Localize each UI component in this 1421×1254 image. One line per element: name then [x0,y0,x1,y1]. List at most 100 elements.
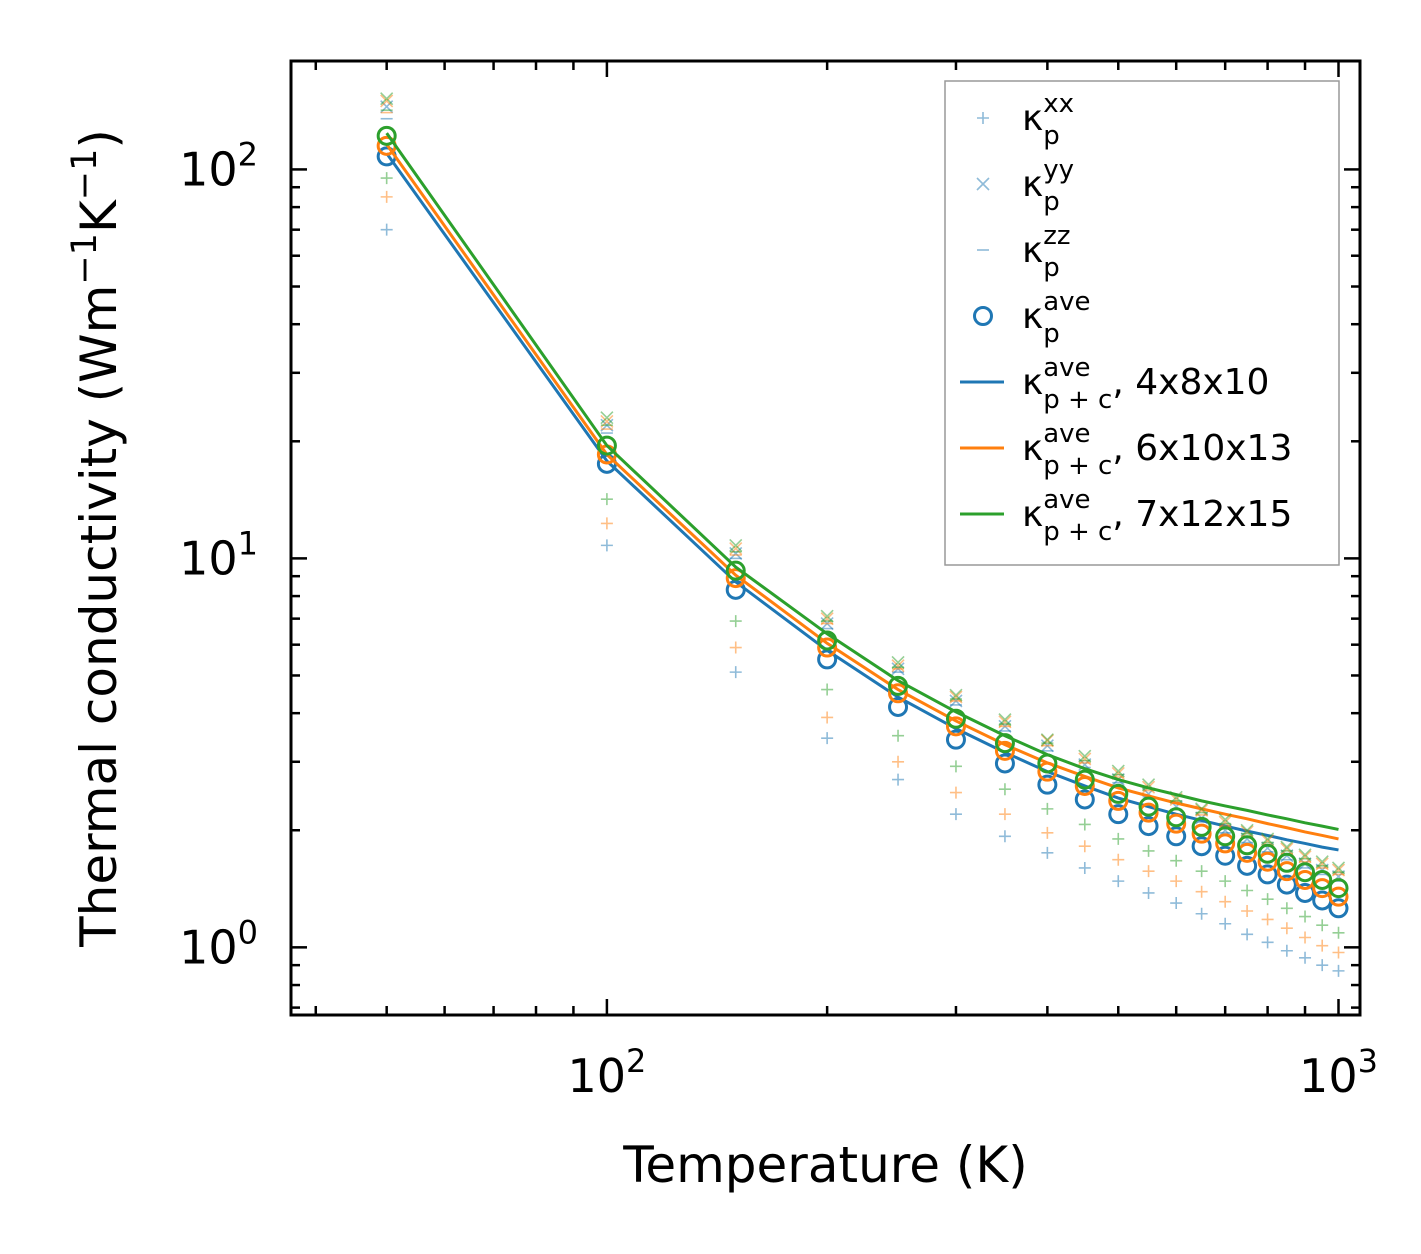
point-xx-6x10x13 [1170,875,1183,888]
point-yy-6x10x13 [1298,850,1312,864]
point-xx-7x12x15 [1332,926,1345,939]
point-yy-7x12x15 [380,92,394,106]
point-ave-6x10x13 [1257,851,1278,872]
legend-box [944,80,1340,566]
point-ave-7x12x15 [1295,862,1316,883]
point-yy-6x10x13 [1078,752,1092,766]
point-yy-7x12x15 [1331,861,1346,875]
y-tick-label: 100 [179,913,258,974]
point-ave-4x8x10 [1138,816,1159,837]
point-xx-6x10x13 [1219,895,1232,908]
point-xx-6x10x13 [1195,885,1208,898]
point-ave-6x10x13 [1138,802,1159,823]
point-ave-4x8x10 [1215,845,1236,866]
point-ave-6x10x13 [1166,813,1187,834]
point-yy-7x12x15 [891,655,905,670]
point-xx-4x8x10 [1078,861,1091,874]
point-xx-6x10x13 [821,711,834,724]
point-xx-6x10x13 [729,641,742,654]
point-xx-4x8x10 [998,830,1011,843]
point-yy-6x10x13 [891,659,905,673]
y-tick-label: 101 [179,524,258,585]
point-ave-4x8x10 [1191,836,1212,857]
point-ave-4x8x10 [1237,855,1258,876]
point-ave-7x12x15 [1237,835,1258,856]
point-ave-7x12x15 [376,125,397,146]
point-yy-7x12x15 [998,713,1012,727]
point-ave-4x8x10 [1276,874,1297,895]
series-7x12x15 [376,92,1349,939]
line-4x8x10 [385,152,1339,852]
point-xx-4x8x10 [949,808,962,821]
legend-entry-line3: κave p + c, 7x12x15 [960,485,1292,547]
point-yy-7x12x15 [1240,823,1254,837]
point-ave-6x10x13 [1237,842,1258,863]
point-ave-7x12x15 [1074,769,1095,790]
point-xx-4x8x10 [1241,928,1254,941]
point-ave-7x12x15 [945,708,966,729]
legend-entry-xx: κxx p [977,89,1074,151]
legend-label: κxx p [1022,89,1074,151]
point-yy-6x10x13 [1240,825,1254,839]
point-ave-7x12x15 [1257,843,1278,864]
point-yy-6x10x13 [949,690,963,704]
point-xx-6x10x13 [600,517,613,530]
legend-label: κave p + c, 4x8x10 [1022,353,1269,415]
point-xx-4x8x10 [1261,936,1274,949]
point-xx-4x8x10 [1219,917,1232,930]
point-xx-6x10x13 [1316,939,1329,952]
point-xx-7x12x15 [892,729,905,742]
point-yy-7x12x15 [1280,840,1294,854]
point-xx-7x12x15 [1041,802,1054,815]
point-xx-6x10x13 [998,808,1011,821]
legend-entry-line1: κave p + c, 4x8x10 [960,353,1269,415]
point-ave-4x8x10 [945,729,966,750]
point-yy-6x10x13 [1315,857,1329,871]
point-ave-7x12x15 [1312,869,1333,890]
point-yy-7x12x15 [1169,790,1183,804]
point-xx-6x10x13 [380,190,393,203]
point-yy-7x12x15 [1218,813,1232,827]
point-yy-7x12x15 [1261,832,1275,846]
point-ave-6x10x13 [1108,790,1129,811]
point-ave-6x10x13 [888,683,909,704]
legend-marker-cross [976,177,990,191]
point-yy-7x12x15 [1315,855,1329,869]
point-xx-7x12x15 [600,493,613,506]
point-ave-7x12x15 [725,560,746,581]
point-xx-7x12x15 [1261,893,1274,906]
point-xx-4x8x10 [380,223,393,236]
point-xx-6x10x13 [1041,826,1054,839]
x-tick-label: 102 [567,1042,646,1103]
point-xx-7x12x15 [1078,818,1091,831]
point-xx-6x10x13 [1112,853,1125,866]
point-ave-4x8x10 [1108,804,1129,825]
point-ave-7x12x15 [817,630,838,651]
point-xx-4x8x10 [1280,944,1293,957]
point-ave-4x8x10 [888,696,909,717]
point-ave-4x8x10 [1074,789,1095,810]
point-xx-7x12x15 [949,760,962,773]
point-xx-7x12x15 [1299,910,1312,923]
legend-label: κzz p [1022,221,1071,283]
point-ave-7x12x15 [1108,783,1129,804]
point-xx-4x8x10 [1041,846,1054,859]
point-ave-7x12x15 [1276,852,1297,873]
point-ave-4x8x10 [1037,774,1058,795]
point-ave-6x10x13 [817,637,838,658]
point-yy-7x12x15 [600,411,614,425]
legend-label: κyy p [1022,155,1074,217]
y-tick-label: 102 [179,135,258,196]
point-yy-7x12x15 [1298,848,1312,862]
point-ave-7x12x15 [1138,796,1159,817]
point-xx-4x8x10 [1316,959,1329,972]
point-ave-7x12x15 [994,733,1015,754]
legend-marker-circle [973,306,993,326]
legend-label: κave p + c, 6x10x13 [1022,419,1292,481]
point-xx-4x8x10 [1195,907,1208,920]
point-ave-6x10x13 [945,716,966,737]
point-ave-4x8x10 [1328,898,1349,919]
point-xx-4x8x10 [1142,886,1155,899]
plot-frame [289,59,1362,1017]
point-yy-7x12x15 [820,609,834,623]
